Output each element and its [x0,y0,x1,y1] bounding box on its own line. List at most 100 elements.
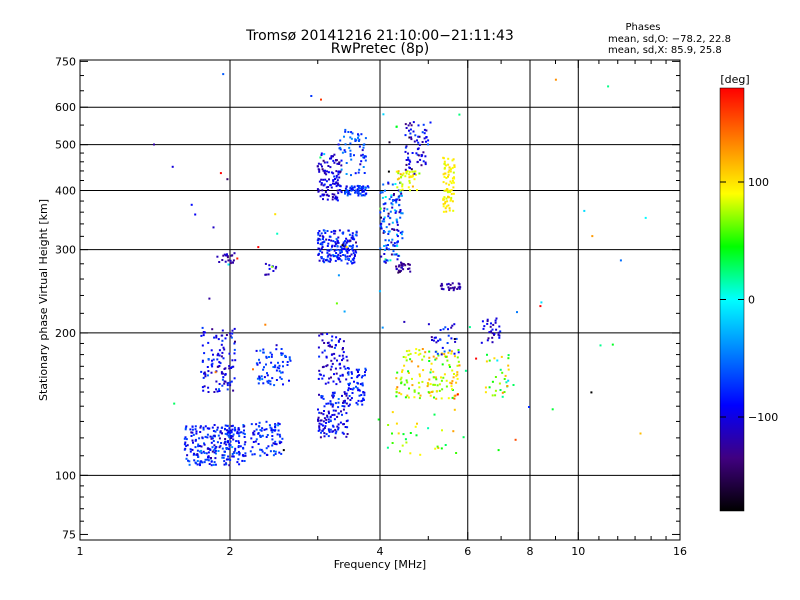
data-point [345,191,348,194]
data-point [341,374,344,377]
data-point [493,357,496,360]
data-point [325,365,328,368]
data-point [408,159,411,162]
data-point [433,336,436,339]
data-point [338,161,341,164]
data-point [284,355,287,358]
data-point [414,134,417,137]
data-point [347,387,350,390]
data-point [456,356,459,359]
data-point [416,148,419,151]
data-point [336,241,339,244]
data-point [411,185,414,188]
data-point [198,437,201,440]
data-point [323,427,326,429]
data-point [405,441,408,444]
data-point [328,412,330,415]
data-point [327,435,330,438]
data-point [225,254,227,257]
data-point [319,163,322,166]
data-point [238,453,241,456]
data-point [328,249,331,252]
data-point [348,403,351,406]
data-point [394,211,397,214]
data-point [267,445,270,448]
data-point [336,415,339,418]
data-point [357,133,359,136]
data-point [224,440,227,443]
data-point [214,449,217,452]
data-point [452,376,455,379]
data-point [195,430,198,433]
data-point [443,196,446,199]
data-point [237,432,240,435]
data-point [184,441,187,444]
data-point [490,330,493,333]
data-point [427,427,430,430]
data-point [342,351,345,354]
data-point [270,427,273,430]
data-point [332,380,335,383]
data-point [450,385,453,388]
data-point [445,205,448,208]
data-point [346,250,349,253]
data-point [489,325,492,328]
data-point [278,442,281,445]
data-point [436,352,439,355]
data-point [326,170,328,173]
data-point [449,180,452,183]
data-point [341,354,344,357]
data-point [212,449,215,452]
data-point [451,159,454,162]
data-point [500,355,503,358]
data-point [424,351,427,354]
data-point [323,229,326,232]
data-point [398,270,401,273]
data-point [238,463,241,466]
data-point [229,381,232,384]
data-point [443,353,446,355]
data-point [423,132,426,135]
data-point [450,192,453,195]
data-point [335,185,338,188]
data-point [443,162,446,165]
data-point [327,189,330,191]
data-point [408,129,410,132]
data-point [338,176,341,179]
data-point [334,259,337,262]
data-point [399,181,402,184]
data-point [224,260,227,263]
data-point [422,151,425,154]
data-point [236,432,239,435]
data-point [458,287,461,290]
data-point [317,233,320,236]
data-point [358,374,361,377]
data-point [329,428,332,431]
data-point [320,431,322,434]
data-point [331,193,334,196]
data-point [326,245,329,247]
data-point [364,186,367,189]
data-point [397,254,400,257]
data-point [421,154,424,157]
data-point [341,248,344,251]
data-point [207,358,210,360]
data-point [414,170,417,173]
data-point [402,433,405,436]
data-point [411,377,413,380]
data-point [204,375,207,378]
data-point [391,238,394,241]
data-point [318,393,320,396]
data-point [554,78,557,81]
data-point [359,383,362,386]
data-point [337,339,340,342]
data-point [410,168,413,171]
data-point [450,196,453,199]
data-point [345,173,348,175]
data-point [218,437,221,440]
data-point [275,443,278,446]
data-point [453,352,456,355]
data-point [357,399,360,402]
data-point [238,435,241,438]
data-point [334,230,337,233]
